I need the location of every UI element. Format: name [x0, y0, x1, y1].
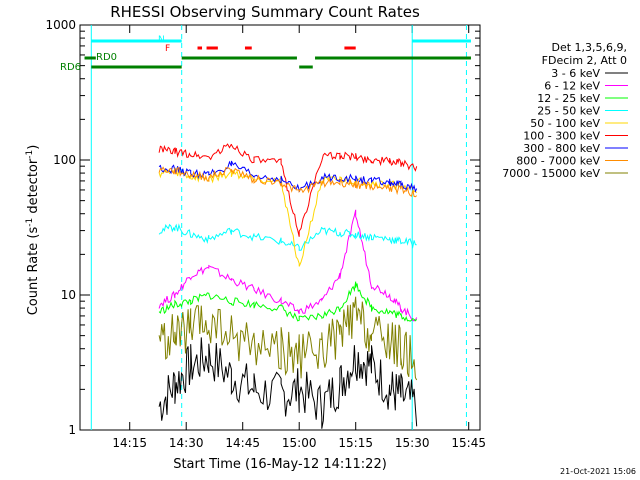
legend-header-2: FDecim 2, Att 0 [542, 54, 627, 67]
y-axis-label-main: Count Rate (s [26, 227, 41, 316]
y-tick-label-0: 1 [68, 423, 76, 437]
legend-entry-label-1: 6 - 12 keV [544, 80, 600, 93]
flag-label-rd0: RD0 [96, 52, 117, 63]
series-line-2 [158, 281, 418, 322]
legend-header-1: Det 1,3,5,6,9, [551, 41, 627, 54]
y-axis-label-mid: detector [26, 158, 41, 218]
flag-label-n: N [158, 35, 165, 45]
y-axis-label-sup1: -1 [25, 218, 35, 227]
legend-entry-label-8: 7000 - 15000 keV [502, 167, 600, 180]
legend-entry-label-6: 300 - 800 keV [523, 142, 600, 155]
y-tick-label-1: 10 [61, 288, 76, 302]
x-axis-label: Start Time (16-May-12 14:11:22) [173, 457, 387, 472]
y-axis-label-end: ) [26, 145, 41, 150]
footer-timestamp: 21-Oct-2021 15:06 [560, 467, 636, 476]
series-line-7 [158, 166, 418, 198]
x-tick-label-6: 15:45 [451, 436, 486, 450]
x-tick-label-0: 14:15 [112, 436, 147, 450]
y-axis: 1 10 100 1000 [45, 18, 480, 437]
series-line-1 [158, 209, 418, 322]
flag-bars [84, 39, 471, 69]
legend-entry-label-0: 3 - 6 keV [551, 67, 600, 80]
legend-entry-label-3: 25 - 50 keV [537, 105, 600, 118]
x-tick-label-4: 15:15 [338, 436, 373, 450]
x-tick-label-1: 14:30 [169, 436, 204, 450]
legend-entry-label-7: 800 - 7000 keV [516, 155, 600, 168]
legend-entry-label-5: 100 - 300 keV [523, 130, 600, 143]
attenuator-lines [90, 25, 467, 430]
flag-label-f: F [165, 44, 170, 54]
x-axis: 14:15 14:30 14:45 15:00 15:15 15:30 15:45 [112, 25, 486, 450]
legend-entry-label-2: 12 - 25 keV [537, 92, 600, 105]
flag-label-rd6: RD6 [60, 62, 81, 73]
x-tick-label-5: 15:30 [395, 436, 430, 450]
y-tick-label-3: 1000 [45, 18, 76, 32]
legend: Det 1,3,5,6,9, FDecim 2, Att 0 3 - 6 keV… [502, 41, 628, 180]
x-tick-label-3: 15:00 [282, 436, 317, 450]
x-tick-label-2: 14:45 [225, 436, 260, 450]
y-tick-label-2: 100 [53, 153, 76, 167]
series-lines [158, 143, 418, 429]
legend-entry-label-4: 50 - 100 keV [530, 117, 600, 130]
series-line-8 [158, 296, 418, 381]
series-line-3 [158, 223, 417, 251]
plot-frame [79, 24, 481, 431]
y-axis-label-sup2: -1 [25, 150, 35, 159]
chart-title: RHESSI Observing Summary Count Rates [110, 3, 420, 21]
y-axis-label: Count Rate (s-1 detector-1) [25, 145, 41, 316]
series-line-0 [158, 337, 418, 429]
series-line-5 [158, 143, 418, 237]
